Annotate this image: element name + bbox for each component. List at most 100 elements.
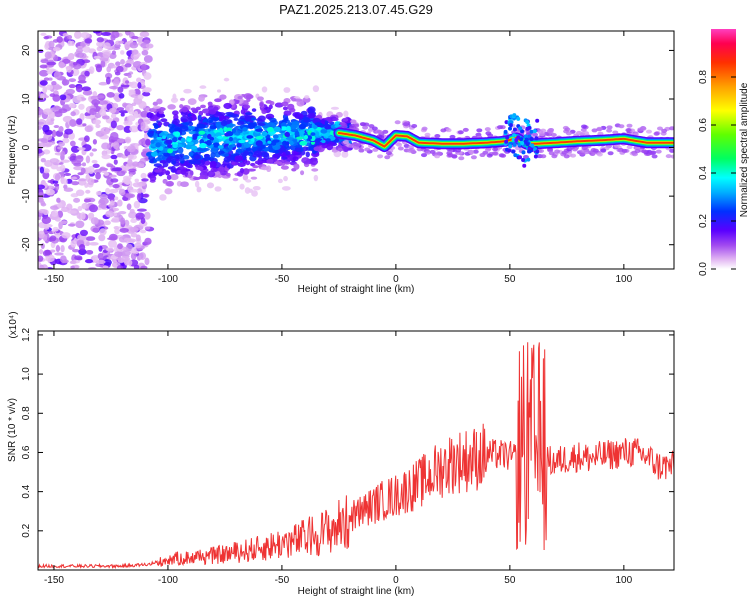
heatmap-cell (67, 35, 73, 40)
heatmap-cell (188, 141, 194, 146)
snr-panel: -150 -100 -50 0 50 100 0.2 0.4 0.6 0.8 1.0 1.2 Hei… (7, 311, 675, 597)
heatmap-cell (180, 181, 189, 188)
heatmap-cell (120, 112, 125, 117)
heatmap-cell (300, 170, 305, 176)
heatmap-cell (324, 125, 332, 130)
heatmap-cell (248, 188, 254, 193)
heatmap-cell (67, 54, 74, 61)
heatmap-cell (92, 139, 97, 145)
heatmap-cell (382, 129, 389, 134)
heatmap-cell (118, 40, 125, 44)
heatmap-cell (282, 106, 289, 111)
heatmap-cell (64, 128, 74, 135)
chart-title: PAZ1.2025.213.07.45.G29 (279, 2, 433, 17)
heatmap-cell (421, 126, 428, 131)
heatmap-cell (49, 235, 57, 242)
heatmap-cell (196, 123, 206, 129)
heatmap-cell (648, 151, 655, 156)
heatmap-cell (95, 190, 102, 196)
heatmap-cell (157, 121, 163, 126)
heatmap-cell (247, 123, 253, 129)
heatmap-cell (141, 63, 147, 71)
heatmap-cell (108, 189, 119, 194)
heatmap-cell (46, 70, 53, 75)
heatmap-cell (51, 129, 57, 138)
heatmap-cell (445, 128, 452, 133)
heatmap-cell (330, 106, 340, 110)
heatmap-cell (209, 136, 215, 141)
heatmap-cell (92, 119, 102, 125)
heatmap-cell (626, 123, 633, 128)
heatmap-cell (576, 130, 583, 135)
heatmap-cell (118, 93, 125, 99)
heatmap-cell (280, 156, 288, 160)
heatmap-cell (234, 155, 244, 162)
heatmap-cell (100, 127, 111, 135)
heatmap-cell (101, 115, 110, 120)
heatmap-cell (521, 157, 526, 162)
heatmap-cell (315, 131, 320, 138)
heatmap-cell (39, 80, 48, 86)
heatmap-cell (550, 132, 557, 137)
heatmap-cell (197, 135, 202, 139)
heatmap-cell (54, 173, 61, 182)
heatmap-cell (518, 126, 523, 131)
heatmap-cell (59, 164, 66, 172)
heatmap-cell (99, 228, 107, 236)
heatmap-cell (281, 101, 289, 107)
colorbar-gradient (711, 29, 736, 269)
heatmap-cell (110, 154, 118, 160)
heatmap-cell (88, 212, 95, 219)
heatmap-cell (486, 153, 493, 158)
heatmap-cell (187, 121, 194, 127)
heatmap-cell (470, 155, 477, 160)
heatmap-cell (143, 72, 152, 80)
heatmap-cell (88, 242, 99, 246)
heatmap-cell (46, 84, 54, 91)
heatmap-cell (257, 115, 266, 122)
heatmap-cell (247, 168, 256, 172)
heatmap-cell (77, 206, 83, 212)
heatmap-cell (125, 80, 130, 84)
heatmap-cell (40, 32, 47, 37)
heatmap-cell (223, 77, 230, 82)
heatmap-cell (225, 172, 231, 177)
heatmap-cell (42, 171, 50, 180)
heatmap-cell (637, 127, 644, 132)
heatmap-cell (217, 145, 224, 149)
y-tick-label: 0.8 (21, 406, 32, 420)
x-tick-label: -150 (44, 575, 64, 586)
heatmap-cell (523, 134, 528, 139)
heatmap-cell (95, 64, 103, 73)
heatmap-cell (142, 87, 152, 93)
heatmap-cell (53, 71, 62, 79)
heatmap-cell (207, 101, 213, 106)
heatmap-cell (71, 68, 80, 77)
heatmap-cell (167, 123, 176, 129)
heatmap-cell (129, 226, 139, 233)
heatmap-cell (220, 153, 230, 157)
heatmap-cell (65, 88, 75, 95)
heatmap-cell (188, 160, 196, 164)
heatmap-cell (302, 96, 311, 103)
heatmap-cell (79, 229, 89, 237)
heatmap-cell (170, 97, 179, 103)
heatmap-cell (113, 226, 120, 230)
heatmap-cell (518, 155, 523, 160)
heatmap-cell (142, 193, 150, 198)
heatmap-cell (40, 157, 46, 163)
heatmap-cell (98, 100, 109, 106)
heatmap-cell (508, 123, 513, 128)
heatmap-cell (348, 144, 355, 149)
heatmap-cell (244, 112, 253, 116)
heatmap-cell (183, 155, 190, 160)
heatmap-cell (66, 65, 72, 73)
heatmap-cell (82, 90, 93, 96)
heatmap-cell (207, 117, 214, 124)
heatmap-cell (153, 124, 159, 130)
heatmap-cell (583, 131, 590, 136)
heatmap-cell (566, 147, 573, 152)
heatmap-cell (140, 121, 146, 130)
heatmap-cell (111, 50, 117, 55)
heatmap-cell (307, 106, 316, 114)
